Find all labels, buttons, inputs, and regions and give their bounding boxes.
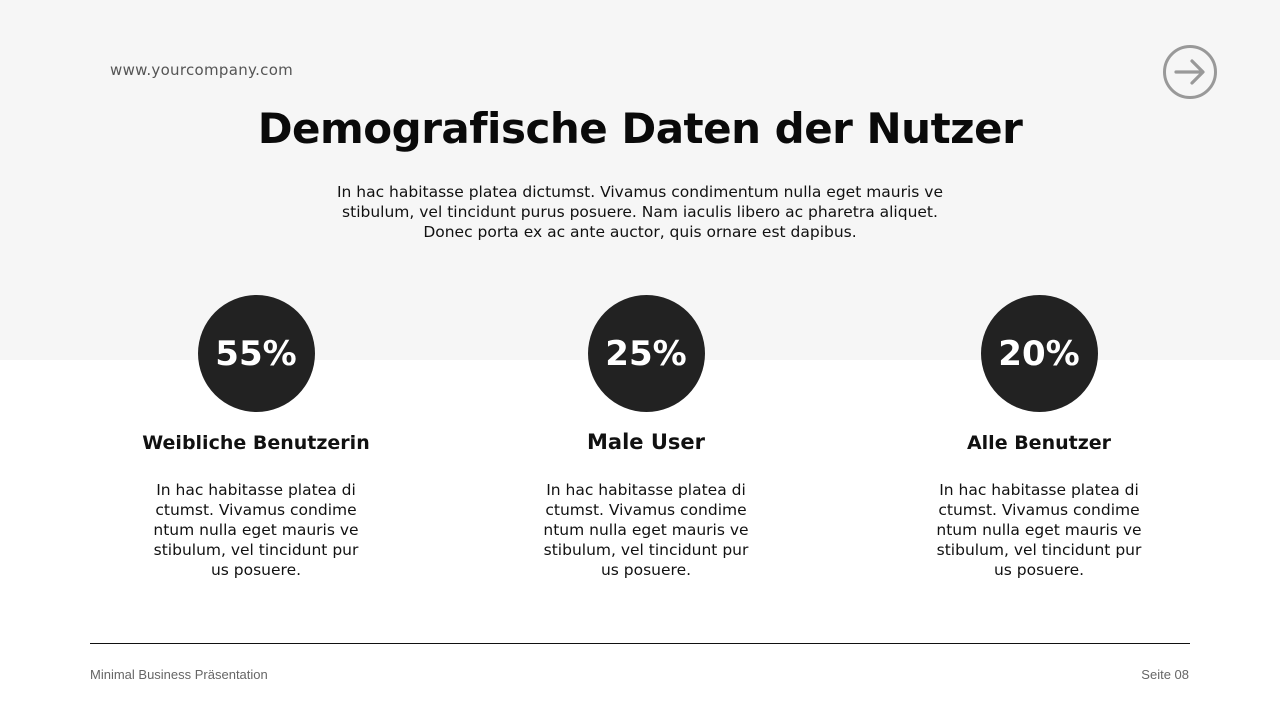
- footer-divider: [90, 643, 1190, 644]
- stat-label: Weibliche Benutzerin: [142, 432, 370, 454]
- stat-label: Alle Benutzer: [966, 432, 1112, 454]
- stat-label: Male User: [587, 430, 705, 454]
- footer-title: Minimal Business Präsentation: [90, 667, 268, 682]
- stat-text: In hac habitasse platea di ctumst. Vivam…: [153, 481, 359, 579]
- stat-text: In hac habitasse platea di ctumst. Vivam…: [936, 481, 1142, 579]
- company-url: www.yourcompany.com: [110, 61, 294, 79]
- stat-male: 25% Male User In hac habitasse platea di…: [516, 295, 776, 580]
- stat-value: 25%: [587, 295, 705, 412]
- stat-value: 20%: [980, 295, 1098, 412]
- arrow-right-circle-icon[interactable]: [1162, 44, 1218, 100]
- stat-all: 20% Alle Benutzer In hac habitasse plate…: [909, 295, 1169, 580]
- intro-text: In hac habitasse platea dictumst. Vivamu…: [336, 183, 944, 241]
- page-number: Seite 08: [1141, 667, 1189, 682]
- stat-value: 55%: [197, 295, 315, 412]
- stat-female: 55% Weibliche Benutzerin In hac habitass…: [126, 295, 386, 580]
- page-title: Demografische Daten der Nutzer: [257, 104, 1023, 153]
- stat-text: In hac habitasse platea di ctumst. Vivam…: [543, 481, 749, 579]
